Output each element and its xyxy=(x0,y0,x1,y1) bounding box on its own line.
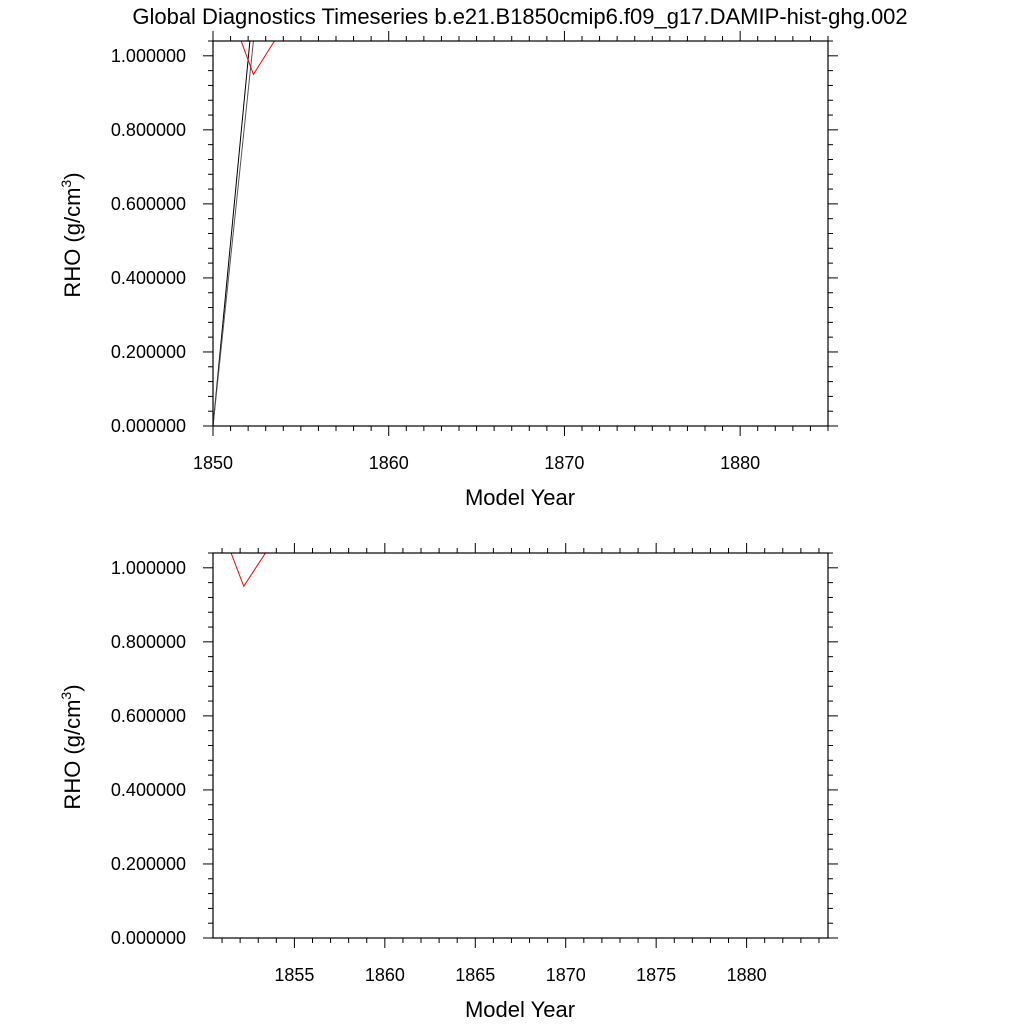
bottom-y-axis-label-suffix: ) xyxy=(60,684,85,691)
bottom-y-tick-label-4: 0.800000 xyxy=(111,632,186,652)
bottom-y-axis-label-superscript: 3 xyxy=(58,692,74,700)
top-y-axis-label-suffix: ) xyxy=(60,172,85,179)
top-x-axis-label: Model Year xyxy=(465,485,575,510)
top-series-line-1 xyxy=(213,41,828,426)
top-y-tick-label-4: 0.800000 xyxy=(111,120,186,140)
bottom-y-tick-label-2: 0.400000 xyxy=(111,780,186,800)
top-y-tick-label-5: 1.000000 xyxy=(111,46,186,66)
bottom-series-line-1 xyxy=(230,553,828,588)
top-y-axis-label-superscript: 3 xyxy=(58,180,74,188)
top-y-tick-label-2: 0.400000 xyxy=(111,268,186,288)
bottom-y-tick-label-3: 0.600000 xyxy=(111,706,186,726)
top-panel: RHO (g/cm3) Model Year 0.000000 0.200000 0… xyxy=(58,31,838,510)
bottom-x-tick-label-4: 1875 xyxy=(636,965,676,985)
top-y-axis-label: RHO (g/cm3) xyxy=(58,172,85,297)
bottom-x-tick-label-5: 1880 xyxy=(727,965,767,985)
top-plot-frame xyxy=(212,40,829,427)
top-x-tick-label-3: 1880 xyxy=(720,453,760,473)
top-y-tick-label-1: 0.200000 xyxy=(111,342,186,362)
bottom-x-axis-label: Model Year xyxy=(465,997,575,1022)
top-y-axis-label-main: RHO (g/cm xyxy=(60,188,85,298)
bottom-x-tick-label-2: 1865 xyxy=(455,965,495,985)
top-y-tick-label-0: 0.000000 xyxy=(111,416,186,436)
bottom-plot-frame xyxy=(212,552,829,939)
bottom-y-tick-label-0: 0.000000 xyxy=(111,928,186,948)
bottom-y-tick-label-5: 1.000000 xyxy=(111,558,186,578)
top-series-line-2 xyxy=(240,41,828,76)
bottom-x-tick-label-0: 1855 xyxy=(274,965,314,985)
top-x-tick-label-0: 1850 xyxy=(193,453,233,473)
top-series-line-0 xyxy=(213,41,828,426)
bottom-y-axis-label: RHO (g/cm3) xyxy=(58,684,85,809)
chart-title: Global Diagnostics Timeseries b.e21.B185… xyxy=(132,4,907,29)
bottom-y-axis-label-main: RHO (g/cm xyxy=(60,700,85,810)
bottom-x-tick-label-1: 1860 xyxy=(365,965,405,985)
bottom-y-tick-label-1: 0.200000 xyxy=(111,854,186,874)
top-x-tick-label-2: 1870 xyxy=(544,453,584,473)
bottom-panel: RHO (g/cm3) Model Year 0.000000 0.200000 0… xyxy=(58,543,838,1022)
top-x-tick-label-1: 1860 xyxy=(369,453,409,473)
top-y-tick-label-3: 0.600000 xyxy=(111,194,186,214)
bottom-x-tick-label-3: 1870 xyxy=(546,965,586,985)
